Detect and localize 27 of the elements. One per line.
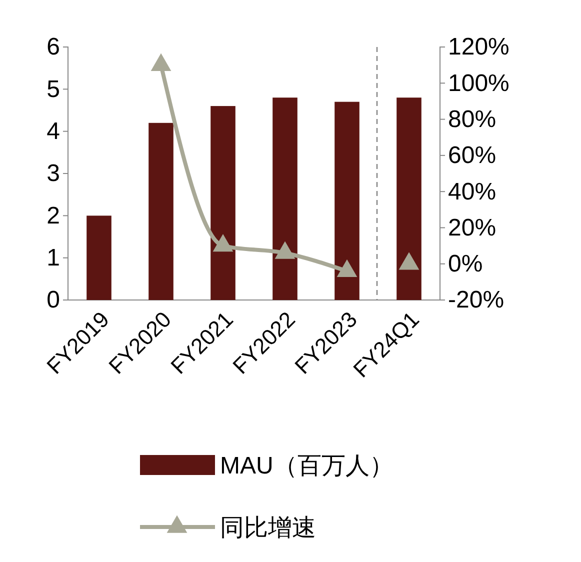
y-tick-label: 5 — [46, 76, 60, 103]
y2-tick-label: 80% — [448, 106, 496, 133]
y2-tick-label: -20% — [448, 286, 504, 314]
y2-tick-label: 40% — [448, 178, 496, 206]
point — [274, 241, 296, 259]
y2-tick-label: 0% — [448, 250, 483, 278]
bar — [396, 98, 422, 300]
y2-tick-label: 120% — [448, 34, 510, 61]
y-tick-label: 1 — [46, 244, 60, 272]
bar — [148, 122, 174, 300]
y-tick-label: 6 — [46, 34, 60, 61]
y2-tick-label: 20% — [448, 214, 496, 242]
legend-label: MAU（百万人） — [220, 452, 394, 480]
y-tick-label: 3 — [46, 160, 60, 188]
bar — [210, 106, 236, 300]
point — [150, 53, 172, 71]
bar — [334, 102, 360, 300]
legend-label: 同比增速 — [220, 514, 316, 542]
bar — [86, 216, 112, 300]
y-tick-label: 2 — [46, 202, 60, 230]
y2-tick-label: 60% — [448, 142, 496, 170]
point — [212, 234, 234, 252]
y-tick-label: 4 — [46, 118, 60, 146]
bar — [272, 98, 298, 300]
y2-tick-label: 100% — [448, 70, 510, 97]
point — [336, 259, 358, 277]
y-tick-label: 0 — [46, 286, 60, 314]
